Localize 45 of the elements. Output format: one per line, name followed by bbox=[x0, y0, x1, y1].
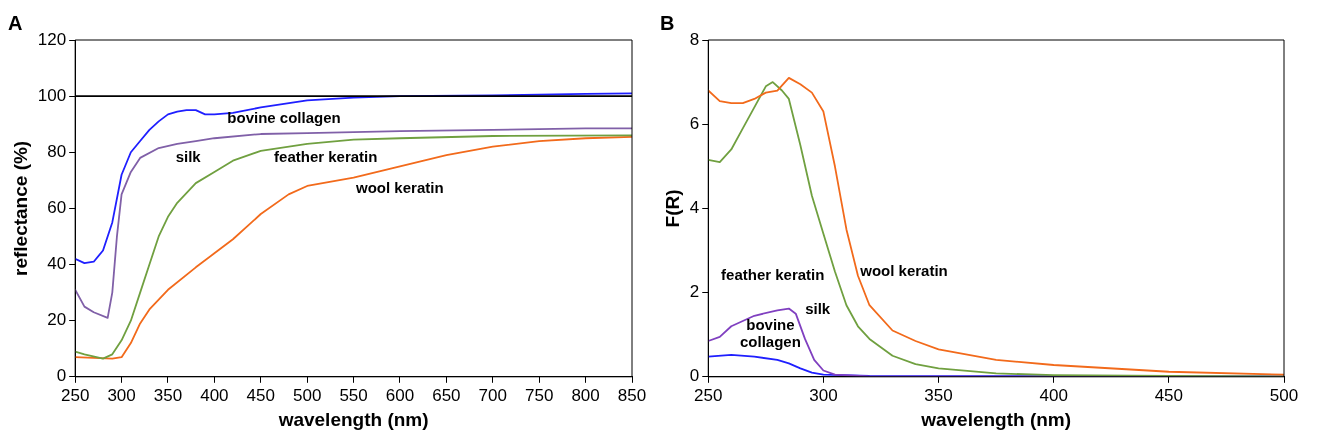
x-tick-label: 750 bbox=[525, 385, 554, 405]
x-tick-label: 800 bbox=[571, 385, 600, 405]
x-tick-label: 700 bbox=[478, 385, 507, 405]
x-tick-label: 250 bbox=[60, 385, 90, 405]
series-label: silk bbox=[805, 299, 831, 317]
series-label: bovine collagen bbox=[227, 108, 341, 126]
x-tick-label: 350 bbox=[924, 385, 953, 405]
x-tick-label: 400 bbox=[200, 385, 229, 405]
x-tick-label: 250 bbox=[694, 385, 723, 405]
y-tick-label: 20 bbox=[47, 310, 67, 330]
x-tick-label: 450 bbox=[1154, 385, 1184, 405]
x-axis-title: wavelength (nm) bbox=[920, 408, 1072, 430]
y-axis-title: reflectance (%) bbox=[9, 140, 31, 276]
y-tick-label: 4 bbox=[689, 198, 700, 218]
series-label: silk bbox=[175, 148, 202, 166]
x-axis-title: wavelength (nm) bbox=[277, 408, 429, 430]
y-tick-label: 0 bbox=[689, 366, 700, 386]
x-tick-label: 600 bbox=[385, 385, 415, 405]
series-label: feather keratin bbox=[274, 148, 378, 166]
x-tick-label: 650 bbox=[432, 385, 461, 405]
y-tick-label: 120 bbox=[37, 29, 67, 49]
series-label: bovine collagen bbox=[740, 316, 801, 351]
x-tick-label: 500 bbox=[292, 385, 322, 405]
x-tick-label: 850 bbox=[617, 385, 647, 405]
y-tick-label: 80 bbox=[47, 141, 67, 161]
x-tick-label: 350 bbox=[153, 385, 183, 405]
series-label: wool keratin bbox=[355, 179, 444, 197]
chart-title: B bbox=[660, 11, 675, 34]
x-tick-label: 300 bbox=[107, 385, 136, 405]
x-tick-label: 450 bbox=[246, 385, 275, 405]
chart-title: A bbox=[8, 11, 23, 34]
y-axis-title: F(R) bbox=[661, 189, 683, 228]
x-tick-label: 400 bbox=[1039, 385, 1068, 405]
y-tick-label: 0 bbox=[56, 366, 67, 386]
series-label: feather keratin bbox=[721, 265, 825, 283]
x-tick-label: 500 bbox=[1269, 385, 1299, 405]
y-tick-label: 60 bbox=[47, 198, 67, 218]
y-tick-label: 8 bbox=[689, 29, 700, 49]
y-tick-label: 40 bbox=[47, 254, 67, 274]
y-tick-label: 2 bbox=[689, 282, 700, 302]
y-tick-label: 6 bbox=[689, 113, 700, 133]
x-tick-label: 550 bbox=[339, 385, 368, 405]
series-label: wool keratin bbox=[859, 261, 948, 279]
x-tick-label: 300 bbox=[809, 385, 838, 405]
y-tick-label: 100 bbox=[37, 85, 67, 105]
